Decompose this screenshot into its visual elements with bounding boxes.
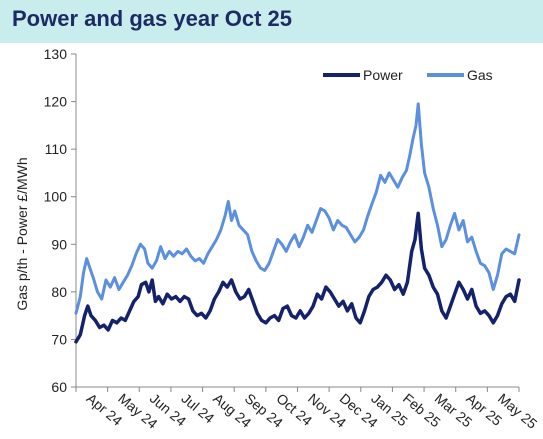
y-tick-label: 100: [44, 189, 68, 205]
series-line-gas: [74, 102, 521, 315]
y-axis-label: Gas p/th - Power £/MWh: [14, 157, 30, 310]
page-title: Power and gas year Oct 25: [12, 6, 293, 31]
y-tick-label: 130: [44, 46, 68, 62]
y-tick-label: 110: [45, 141, 68, 157]
x-tick-label: May 25: [495, 390, 541, 432]
y-tick-label: 120: [44, 94, 68, 110]
y-ticks: 60 70 80 90 100 110 120 130: [44, 46, 76, 395]
y-tick-label: 90: [51, 236, 67, 252]
y-tick-label: 60: [51, 379, 67, 395]
legend-power-label: Power: [363, 67, 403, 83]
title-bar: [0, 0, 543, 43]
legend: Power Gas: [323, 67, 493, 83]
y-tick-label: 80: [51, 284, 67, 300]
y-tick-label: 70: [51, 331, 67, 347]
chart-series: [74, 102, 521, 344]
legend-gas-label: Gas: [467, 67, 493, 83]
series-line-power: [74, 211, 521, 344]
